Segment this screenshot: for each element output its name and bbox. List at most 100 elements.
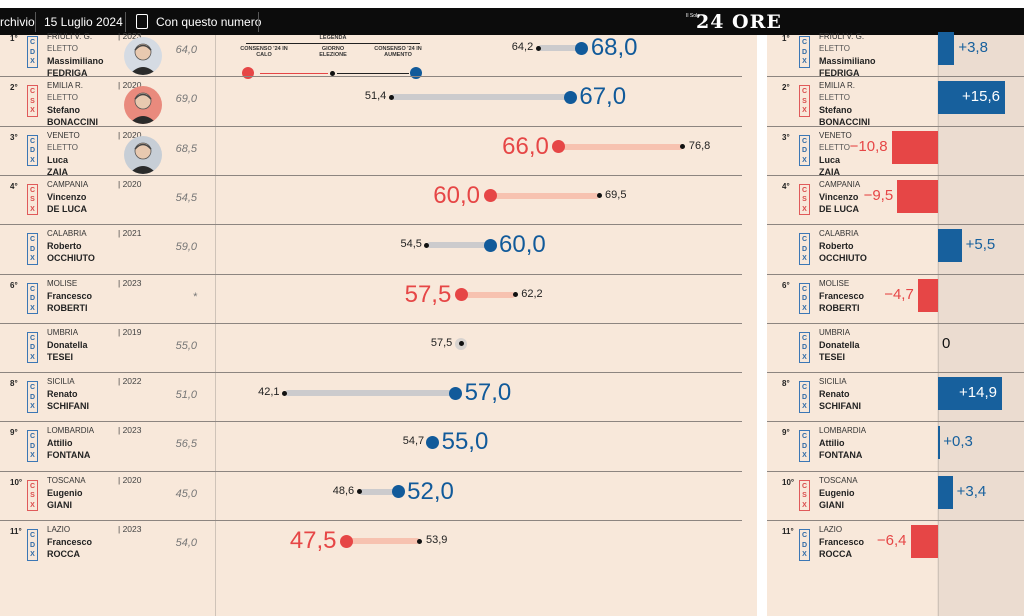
region-name: Friuli V. G. — [47, 32, 93, 41]
previous-result: 56,5 — [175, 438, 197, 451]
election-day-value: 51,4 — [364, 90, 387, 103]
gridline — [215, 35, 216, 616]
election-year: | 2021 — [118, 228, 142, 239]
row-separator — [0, 174, 742, 176]
last-name-right: ROCCA — [819, 549, 852, 559]
row-separator — [0, 76, 742, 78]
region-name-right: Calabria — [819, 229, 859, 239]
rank-label: 1° — [10, 34, 18, 43]
region-name: Calabria — [47, 229, 87, 239]
first-name-right: Stefano — [819, 105, 853, 116]
connector-line — [346, 538, 420, 544]
row-separator — [0, 372, 742, 374]
coalition-letter: D — [29, 541, 36, 549]
current-consensus-point — [552, 140, 566, 154]
logo[interactable]: 24 ORE — [696, 11, 782, 33]
face-icon-light — [124, 37, 162, 75]
row-separator — [0, 322, 742, 324]
row-separator — [0, 224, 742, 226]
first-name: Eugenio — [47, 487, 83, 498]
row-separator — [0, 470, 742, 472]
rank-label: 3° — [10, 132, 18, 142]
election-year: | 2023 — [118, 31, 142, 41]
coalition-letter: S — [802, 196, 807, 204]
archive-link[interactable]: rchivio — [0, 15, 35, 29]
election-day-point — [424, 242, 430, 248]
election-day-value: 48,6 — [332, 484, 355, 497]
delta-bar — [938, 32, 955, 65]
coalition-letter: D — [801, 541, 808, 549]
region-name-right: Campania — [819, 179, 861, 189]
delta-value: −6,4 — [876, 532, 907, 549]
region-name: Umbria — [47, 327, 79, 337]
region-name-right: Sicilia — [819, 377, 847, 387]
election-year: | 2023 — [118, 524, 142, 534]
last-name-right: TESEI — [819, 351, 846, 362]
election-day-point — [356, 489, 362, 495]
elected-label: ELETTO — [47, 93, 78, 103]
legend-right-label: CONSENSO '24 IN AUMENTO — [374, 46, 422, 58]
rank-label: 10° — [10, 477, 23, 487]
coalition-letter: C — [801, 39, 808, 46]
election-day-value: 54,7 — [402, 435, 425, 448]
coalition-letter: D — [29, 245, 36, 253]
issue-link[interactable]: Con questo numero — [156, 15, 262, 29]
coalition-letter: D — [801, 442, 808, 450]
coalition-letter: S — [30, 196, 35, 204]
legend-red-dot — [242, 67, 254, 79]
connector-line — [538, 45, 582, 51]
coalition-letter: D — [801, 393, 808, 401]
coalition-letter: D — [801, 295, 808, 302]
region-name-right: Toscana — [819, 475, 858, 485]
region-name: Lombardia — [47, 426, 95, 436]
election-day-point — [680, 144, 686, 150]
row-separator — [767, 322, 1024, 324]
row-separator — [767, 273, 1024, 275]
delta-value: +0,3 — [943, 433, 973, 451]
first-name-right: Vincenzo — [819, 191, 859, 202]
coalition-letter: D — [29, 295, 36, 302]
coalition-letter: C — [801, 137, 808, 145]
region-name-right: Veneto — [819, 130, 852, 140]
last-name-right: DE LUCA — [819, 203, 859, 214]
region-name: Lazio — [47, 525, 71, 534]
previous-result: * — [192, 290, 197, 303]
region-name: Veneto — [47, 130, 80, 140]
last-name: FEDRIGA — [47, 68, 88, 78]
rank-label-right: 2° — [782, 83, 790, 93]
region-name-right: Molise — [819, 278, 850, 288]
delta-bar — [938, 426, 940, 460]
election-day-value: 54,5 — [400, 238, 422, 251]
current-consensus-point — [426, 435, 440, 449]
coalition-letter: C — [801, 482, 808, 490]
elected-label-right: ELETTO — [819, 93, 850, 103]
delta-value: +15,6 — [962, 88, 1000, 106]
last-name: BONACCINI — [47, 117, 98, 128]
coalition-letter: X — [802, 551, 807, 558]
rank-label-right: 1° — [782, 34, 790, 43]
coalition-letter: D — [29, 442, 36, 450]
connector-line — [558, 143, 683, 150]
rank-label-right: 3° — [782, 132, 790, 142]
election-year: | 2020 — [118, 178, 142, 189]
left-chart-panel — [0, 35, 757, 616]
coalition-letter: X — [30, 551, 35, 558]
rank-label: 6° — [10, 280, 18, 290]
election-year: | 2019 — [118, 326, 142, 337]
gridline — [938, 35, 939, 616]
coalition-letter: C — [29, 482, 36, 490]
previous-result: 45,0 — [175, 487, 197, 500]
coalition-letter: C — [29, 137, 36, 145]
current-consensus-point — [449, 386, 463, 400]
last-name: SCHIFANI — [47, 401, 90, 412]
region-name: Molise — [47, 278, 78, 288]
delta-bar — [938, 81, 1005, 115]
legend: LEGENDA CONSENSO '24 IN CALO GIORNO ELEZ… — [238, 35, 428, 85]
issue-date[interactable]: 15 Luglio 2024 — [44, 15, 123, 29]
legend-left-label: CONSENSO '24 IN CALO — [240, 46, 288, 58]
newspaper-icon[interactable] — [136, 14, 148, 29]
